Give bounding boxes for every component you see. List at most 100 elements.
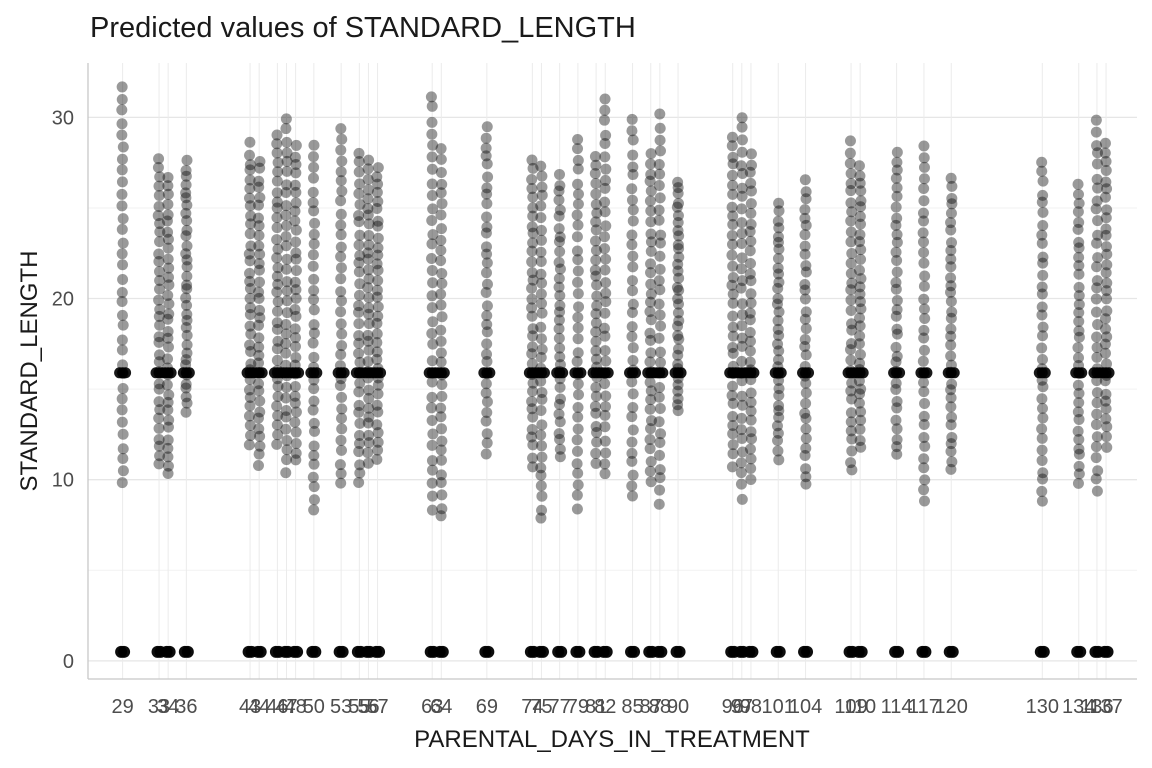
x-tick-label: 109 (834, 696, 867, 718)
data-point (527, 274, 539, 286)
data-point (353, 266, 365, 278)
data-point (353, 330, 365, 342)
data-point (645, 278, 657, 290)
data-point (772, 354, 784, 366)
data-point (626, 436, 638, 448)
data-point (945, 280, 957, 292)
data-point (372, 242, 384, 254)
data-point (535, 200, 547, 212)
data-point (153, 310, 165, 322)
data-point (599, 138, 611, 150)
data-point-mid (293, 367, 305, 379)
data-point (281, 307, 293, 319)
data-point (481, 248, 493, 260)
data-point (153, 189, 165, 201)
data-point (353, 289, 365, 301)
data-point (308, 395, 320, 407)
data-point (800, 266, 812, 278)
data-point-base (118, 645, 131, 658)
data-point-mid (1076, 367, 1088, 379)
data-point (736, 412, 748, 424)
chart-title: Predicted values of STANDARD_LENGTH (90, 12, 636, 44)
data-point (626, 321, 638, 333)
data-point (1100, 164, 1112, 176)
data-point (554, 204, 566, 216)
data-point (435, 288, 447, 300)
data-point (946, 237, 958, 249)
data-point (435, 324, 447, 336)
data-point (153, 434, 165, 446)
data-point (252, 412, 264, 424)
data-point (772, 253, 784, 265)
data-point (844, 147, 856, 159)
data-point (353, 300, 365, 312)
data-point (727, 310, 739, 322)
data-point (654, 108, 666, 120)
data-point (572, 163, 584, 175)
data-point (335, 286, 347, 298)
data-point (480, 378, 492, 390)
data-point (853, 397, 865, 409)
data-point (854, 170, 866, 182)
data-point (726, 169, 738, 181)
data-point (180, 187, 192, 199)
data-point (535, 246, 547, 258)
data-point (154, 303, 166, 315)
data-point (644, 356, 656, 368)
data-point (536, 451, 548, 463)
data-point (535, 480, 547, 492)
data-point (1037, 269, 1049, 281)
data-point (644, 443, 656, 455)
data-point (854, 229, 866, 241)
data-point (362, 253, 374, 265)
data-point (426, 264, 438, 276)
data-point (846, 277, 858, 289)
data-point (644, 433, 656, 445)
data-point (162, 332, 174, 344)
x-tick-label: 137 (1089, 696, 1122, 718)
data-point (161, 215, 173, 227)
data-point (726, 230, 738, 242)
data-point (154, 218, 166, 230)
data-point (918, 484, 930, 496)
data-point (245, 210, 257, 222)
data-point (153, 378, 165, 390)
data-point (363, 273, 375, 285)
data-point (945, 272, 957, 284)
data-point (290, 406, 302, 418)
data-point (590, 270, 602, 282)
data-point (854, 218, 866, 230)
data-point (772, 323, 784, 335)
data-point (153, 458, 165, 470)
data-point (800, 306, 812, 318)
data-point (773, 243, 785, 255)
data-point (599, 174, 611, 186)
data-point (1037, 219, 1049, 231)
data-point (372, 301, 384, 313)
data-point (599, 435, 611, 447)
data-point (846, 445, 858, 457)
data-point (280, 328, 292, 340)
data-point (371, 258, 383, 270)
data-point (308, 504, 320, 516)
data-point (735, 282, 747, 294)
data-point (1091, 351, 1103, 363)
x-tick-label: 55 (348, 696, 370, 718)
data-point (116, 129, 128, 141)
data-point (599, 243, 611, 255)
data-point (654, 122, 666, 134)
data-point (180, 170, 192, 182)
data-point (1073, 315, 1085, 327)
data-point (289, 323, 301, 335)
data-point (554, 300, 566, 312)
data-point (372, 178, 384, 190)
data-point (726, 279, 738, 291)
data-point (590, 216, 602, 228)
data-point (845, 268, 857, 280)
data-point (645, 236, 657, 248)
data-point (308, 304, 320, 316)
data-point (436, 278, 448, 290)
data-point (253, 350, 265, 362)
data-point (253, 181, 265, 193)
data-point (272, 278, 284, 290)
